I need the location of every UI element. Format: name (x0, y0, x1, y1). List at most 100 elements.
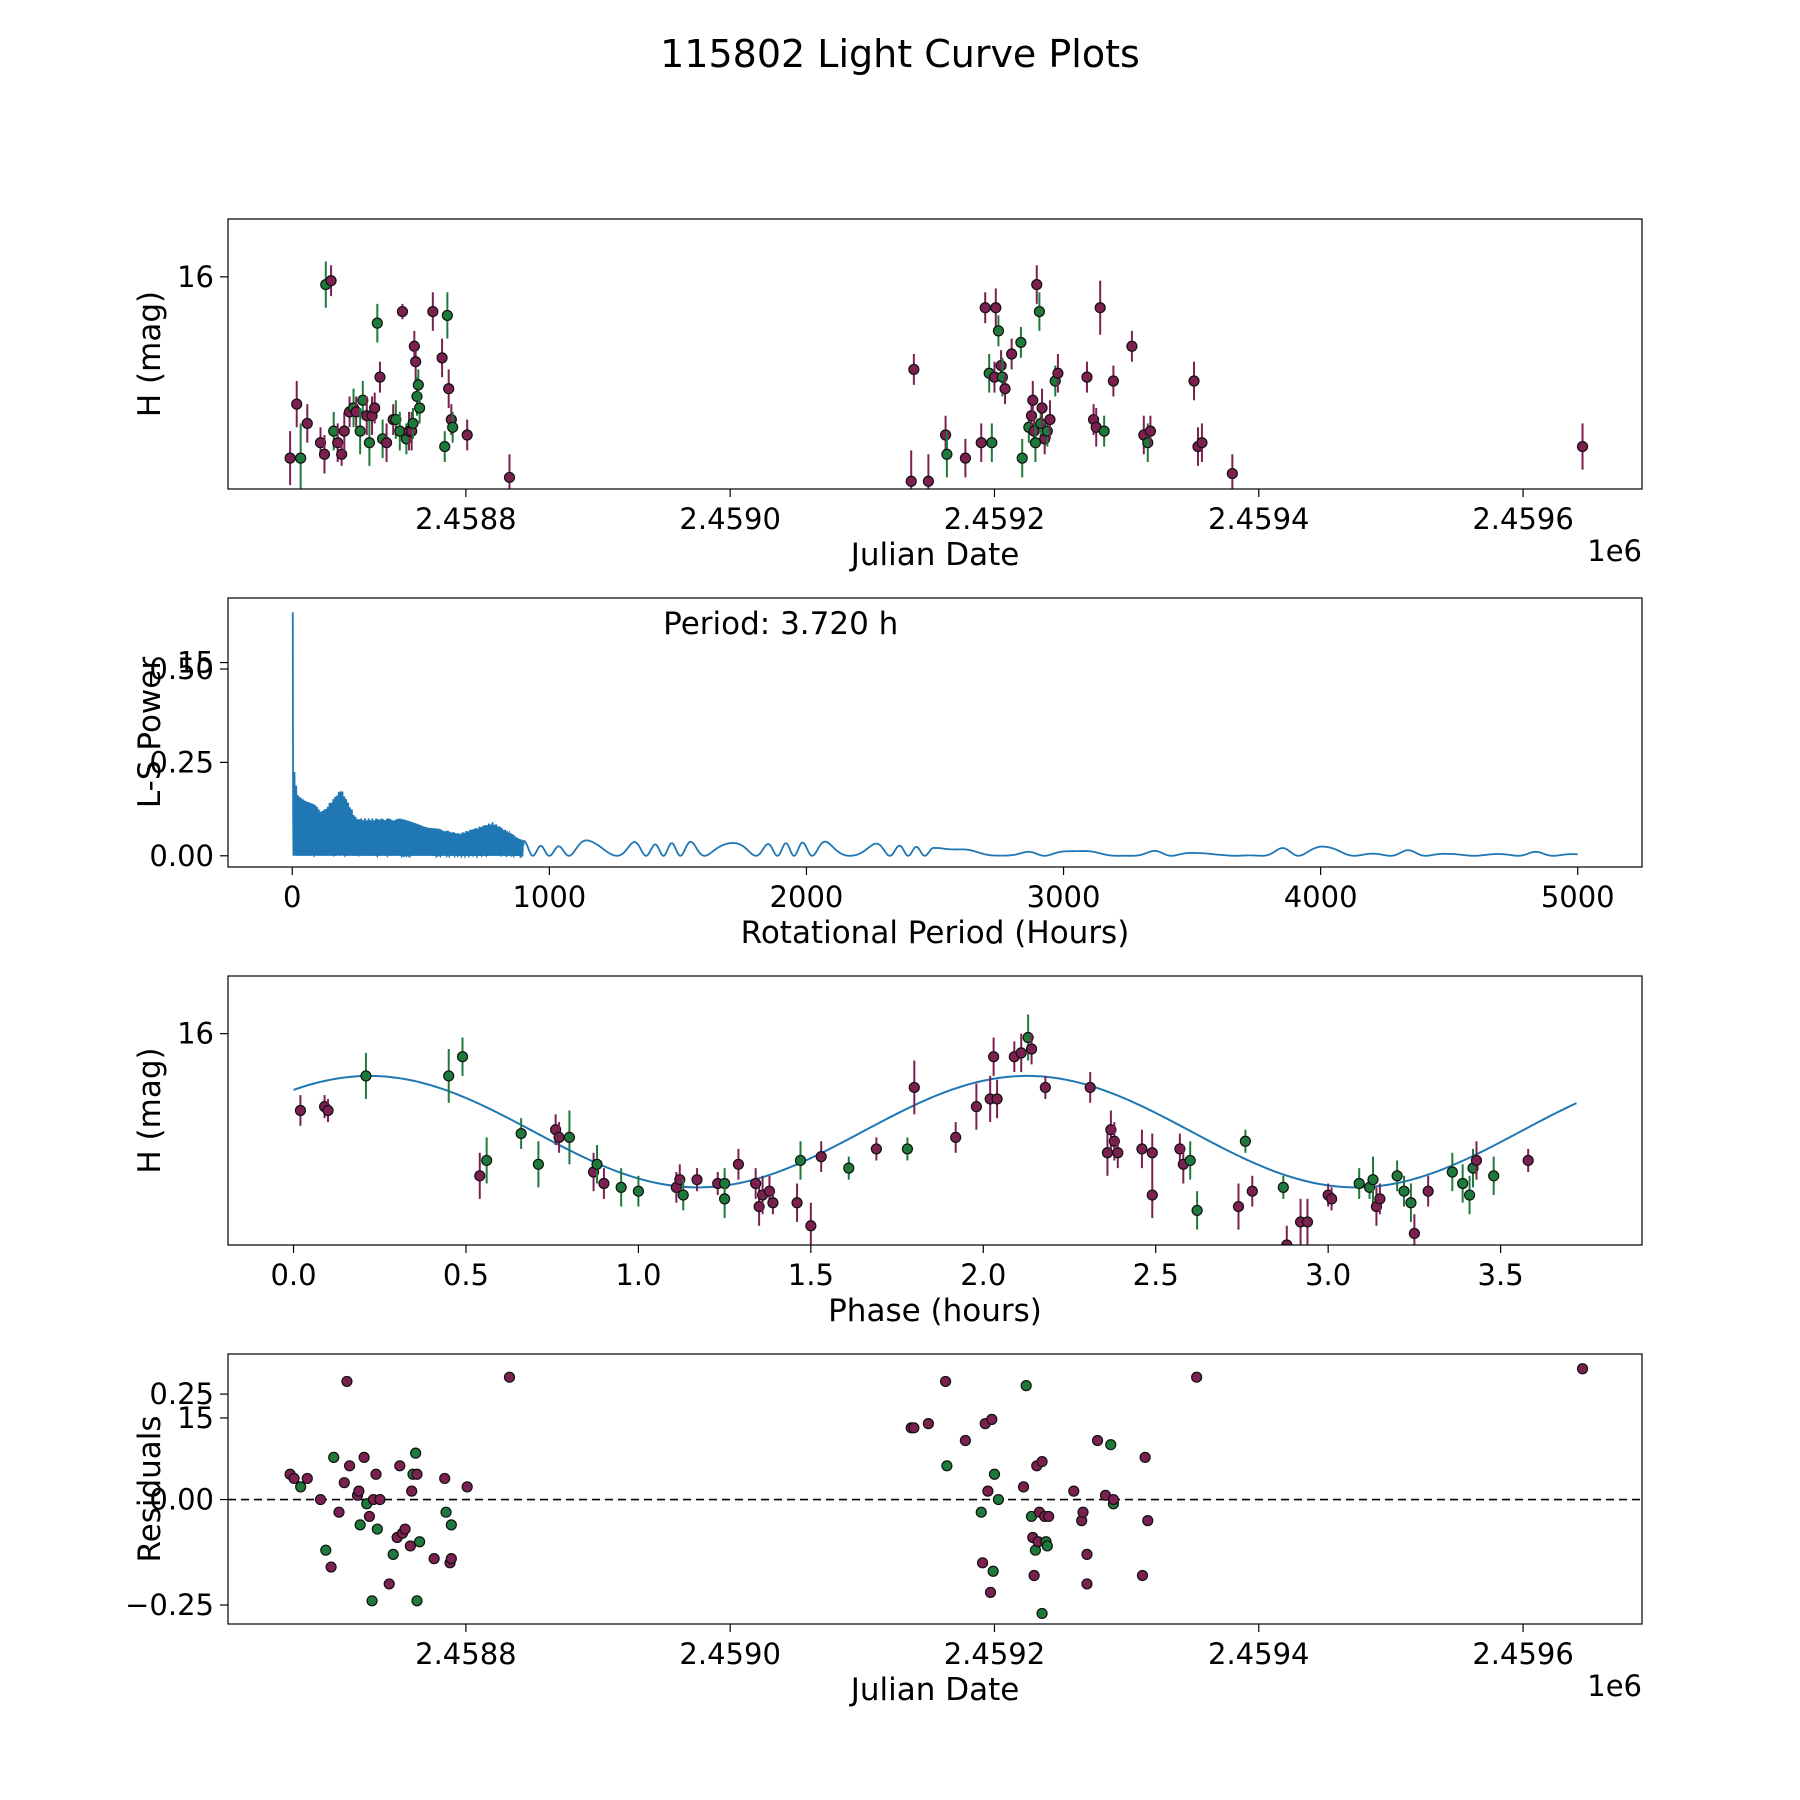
data-point (443, 1070, 455, 1082)
data-point (591, 1158, 603, 1170)
data-point (1405, 1197, 1417, 1209)
data-point (1326, 1193, 1338, 1205)
data-point (615, 1181, 627, 1193)
period-annotation: Period: 3.720 h (663, 606, 898, 642)
data-point (1522, 1154, 1534, 1167)
data-point (1036, 1607, 1048, 1620)
x-tick-label: 1000 (512, 880, 586, 914)
data-point (1039, 1081, 1051, 1094)
data-point (369, 402, 381, 414)
data-point (1112, 1147, 1124, 1159)
data-point (1470, 1154, 1483, 1167)
data-point (719, 1193, 731, 1205)
data-point (396, 305, 409, 318)
data-point (992, 325, 1005, 337)
y-axis-label: H (mag) (132, 291, 168, 417)
data-point (404, 1540, 416, 1552)
x-tick-label: 2.4596 (1472, 502, 1573, 536)
data-point (1029, 437, 1042, 449)
data-point (1077, 1506, 1089, 1518)
data-point (515, 1127, 527, 1140)
data-point (387, 1548, 399, 1560)
data-point (1107, 375, 1120, 387)
data-point (1422, 1185, 1434, 1197)
data-point (1391, 1170, 1403, 1182)
data-point (325, 275, 337, 287)
data-point (288, 1472, 300, 1485)
x-tick-label: 2.4592 (944, 502, 1045, 536)
data-point (481, 1154, 493, 1167)
data-point (992, 1493, 1005, 1506)
data-point (1016, 452, 1028, 464)
data-point (1015, 1047, 1027, 1059)
data-point (975, 437, 987, 449)
data-point (1398, 1185, 1410, 1197)
data-point (1139, 1451, 1151, 1463)
axes-frame (227, 218, 1643, 490)
data-point (1033, 305, 1045, 318)
data-point (1028, 1569, 1040, 1582)
data-point (456, 1051, 469, 1063)
data-point (1035, 417, 1047, 430)
data-point (995, 359, 1007, 372)
data-point (1146, 1147, 1158, 1159)
data-point (1136, 1569, 1149, 1582)
data-point (411, 1468, 423, 1480)
data-point (991, 1093, 1003, 1105)
data-point (412, 379, 424, 391)
data-point (295, 452, 307, 464)
data-point (314, 1493, 327, 1506)
data-point (979, 302, 991, 314)
data-point (341, 1375, 353, 1388)
data-point (350, 406, 362, 418)
data-point (1408, 1227, 1420, 1240)
data-point (1036, 402, 1048, 414)
data-point (406, 1485, 418, 1497)
data-point (383, 1578, 395, 1590)
data-point (1041, 1540, 1053, 1552)
data-point (1457, 1177, 1469, 1190)
data-point (360, 1070, 372, 1082)
y-tick-label: 15 (177, 646, 214, 680)
data-point (939, 429, 952, 441)
data-point (394, 1460, 406, 1472)
data-point (371, 1523, 383, 1535)
plot-area (228, 1363, 1642, 1620)
data-point (503, 1371, 516, 1383)
data-point (370, 1468, 382, 1480)
data-point (318, 448, 331, 460)
x-tick-label: 0 (283, 880, 301, 914)
data-point (1281, 1239, 1293, 1245)
data-point (1025, 1043, 1038, 1055)
data-point (1126, 340, 1138, 352)
data-point (1015, 336, 1027, 349)
data-point (443, 383, 455, 395)
data-point (366, 1595, 378, 1607)
x-tick-label: 3000 (1027, 880, 1101, 914)
data-point (1188, 375, 1200, 387)
y-tick-label: 0.25 (149, 1377, 214, 1411)
data-point (1196, 437, 1208, 449)
data-point (632, 1185, 645, 1197)
data-point (1246, 1185, 1258, 1197)
panel-phased-light-curve: 0.0 0.5 1.0 1.5 2.0 2.5 3.0 3.5 16 15 Phase (hours… (132, 975, 1643, 1435)
y-tick-label: 0.00 (149, 839, 214, 873)
data-point (408, 340, 420, 352)
data-point (1084, 1081, 1096, 1094)
data-point (1044, 413, 1056, 426)
data-point (843, 1162, 855, 1174)
figure-title: 115802 Light Curve Plots (660, 32, 1140, 76)
data-point (982, 1485, 994, 1497)
data-point (908, 1422, 920, 1434)
data-point (371, 317, 383, 329)
data-point (677, 1189, 689, 1201)
axes-frame (227, 597, 1643, 868)
data-point (328, 1451, 340, 1463)
data-point (358, 1451, 370, 1463)
data-point (410, 1447, 422, 1459)
data-point (322, 1104, 334, 1117)
x-tick-label: 3.0 (1305, 1258, 1351, 1292)
x-tick-label: 2.4594 (1208, 502, 1309, 536)
data-point (1043, 1510, 1055, 1523)
y-tick-label: 0.50 (149, 652, 214, 686)
